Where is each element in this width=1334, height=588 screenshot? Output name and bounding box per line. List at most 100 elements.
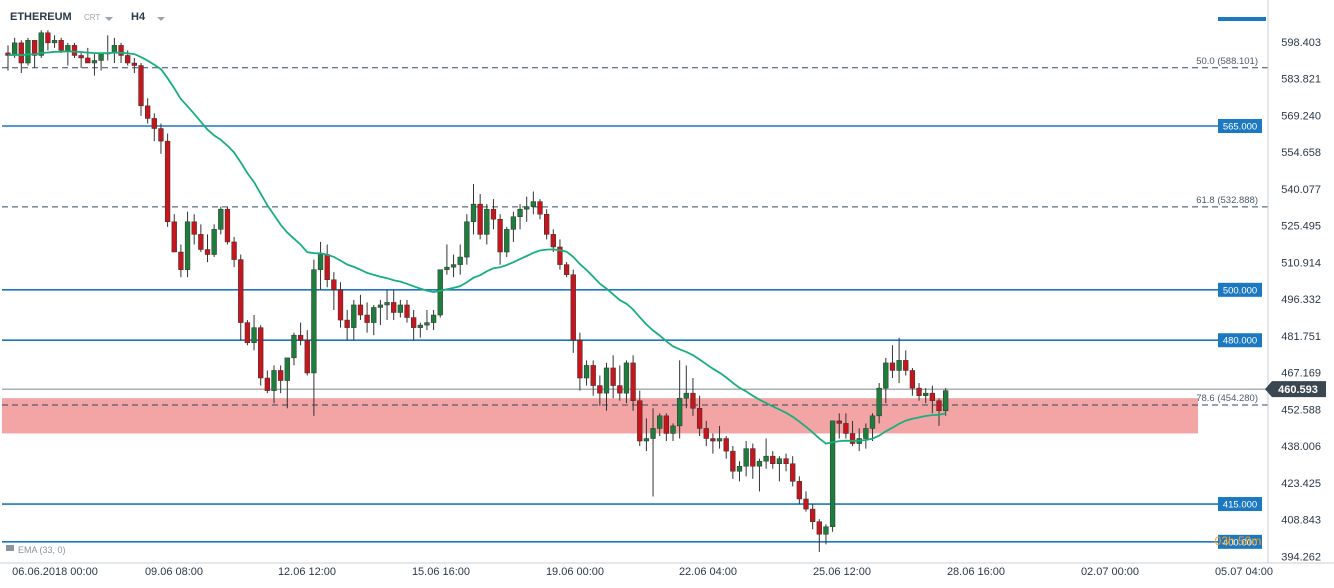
candle-body[interactable] bbox=[171, 221, 177, 253]
candle-body[interactable] bbox=[337, 289, 344, 321]
candle-body[interactable] bbox=[38, 32, 44, 56]
candle-body[interactable] bbox=[916, 387, 922, 396]
candle-body[interactable] bbox=[125, 55, 131, 64]
candle-body[interactable] bbox=[796, 481, 803, 500]
candle-body[interactable] bbox=[923, 392, 929, 396]
candle-body[interactable] bbox=[18, 42, 24, 64]
candle-body[interactable] bbox=[690, 392, 696, 409]
candle-body[interactable] bbox=[58, 40, 64, 51]
candle-body[interactable] bbox=[251, 327, 257, 343]
candle-body[interactable] bbox=[98, 52, 104, 61]
candle-body[interactable] bbox=[391, 302, 397, 313]
candle-body[interactable] bbox=[51, 40, 58, 44]
candle-body[interactable] bbox=[544, 213, 550, 235]
candle-body[interactable] bbox=[424, 322, 430, 326]
candle-body[interactable] bbox=[750, 448, 756, 467]
candle-body[interactable] bbox=[218, 208, 224, 230]
candle-body[interactable] bbox=[710, 438, 716, 442]
candle-body[interactable] bbox=[889, 362, 896, 371]
candle-body[interactable] bbox=[703, 428, 709, 439]
candle-body[interactable] bbox=[730, 450, 736, 472]
candle-body[interactable] bbox=[78, 55, 84, 59]
candle-body[interactable] bbox=[763, 455, 769, 462]
candle-body[interactable] bbox=[437, 269, 443, 316]
candle-body[interactable] bbox=[331, 279, 337, 291]
candle-body[interactable] bbox=[297, 334, 304, 341]
candle-body[interactable] bbox=[85, 57, 91, 64]
candle-body[interactable] bbox=[663, 415, 670, 434]
candle-body[interactable] bbox=[849, 433, 856, 444]
candle-body[interactable] bbox=[630, 362, 636, 401]
candle-body[interactable] bbox=[770, 455, 776, 464]
timeframe-selector[interactable]: H4 bbox=[131, 11, 146, 23]
candle-body[interactable] bbox=[530, 201, 537, 207]
candle-body[interactable] bbox=[5, 52, 11, 56]
candle-body[interactable] bbox=[603, 367, 610, 394]
candle-body[interactable] bbox=[583, 365, 590, 379]
candle-body[interactable] bbox=[696, 408, 703, 429]
candle-body[interactable] bbox=[304, 339, 310, 374]
candle-body[interactable] bbox=[623, 362, 630, 394]
candle-body[interactable] bbox=[377, 304, 384, 308]
candle-body[interactable] bbox=[816, 521, 822, 535]
candle-body[interactable] bbox=[490, 208, 497, 220]
candle-body[interactable] bbox=[324, 254, 330, 280]
candle-body[interactable] bbox=[909, 370, 916, 389]
candle-body[interactable] bbox=[597, 385, 603, 394]
candle-body[interactable] bbox=[138, 65, 144, 107]
candle-body[interactable] bbox=[497, 219, 503, 253]
candle-body[interactable] bbox=[617, 385, 623, 394]
candle-body[interactable] bbox=[537, 201, 543, 215]
candle-body[interactable] bbox=[943, 390, 949, 412]
candle-body[interactable] bbox=[610, 367, 616, 386]
candle-body[interactable] bbox=[371, 307, 377, 323]
chevron-down-icon[interactable] bbox=[157, 17, 165, 21]
menu-bar-icon[interactable] bbox=[1218, 17, 1266, 21]
candle-body[interactable] bbox=[131, 62, 137, 66]
candle-body[interactable] bbox=[31, 40, 38, 56]
candle-body[interactable] bbox=[65, 45, 71, 51]
candle-body[interactable] bbox=[284, 357, 290, 381]
candle-body[interactable] bbox=[164, 140, 171, 223]
candle-body[interactable] bbox=[743, 448, 749, 467]
candle-body[interactable] bbox=[836, 420, 842, 424]
candle-body[interactable] bbox=[204, 249, 211, 255]
candle-body[interactable] bbox=[344, 319, 350, 328]
candle-body[interactable] bbox=[231, 241, 237, 260]
candle-body[interactable] bbox=[411, 317, 417, 328]
candle-body[interactable] bbox=[211, 229, 217, 255]
candle-body[interactable] bbox=[384, 302, 390, 306]
candle-body[interactable] bbox=[563, 264, 570, 275]
candle-body[interactable] bbox=[417, 324, 423, 328]
candle-body[interactable] bbox=[570, 274, 576, 341]
candle-body[interactable] bbox=[936, 400, 942, 412]
candle-body[interactable] bbox=[464, 221, 470, 258]
candle-body[interactable] bbox=[783, 458, 789, 464]
candle-body[interactable] bbox=[677, 397, 683, 427]
candle-body[interactable] bbox=[903, 360, 909, 371]
candle-body[interactable] bbox=[244, 322, 251, 343]
candle-body[interactable] bbox=[550, 234, 556, 248]
candle-body[interactable] bbox=[158, 128, 164, 142]
candle-body[interactable] bbox=[790, 463, 796, 482]
candle-body[interactable] bbox=[317, 254, 324, 270]
candle-body[interactable] bbox=[637, 400, 643, 442]
candle-body[interactable] bbox=[118, 45, 124, 56]
candle-body[interactable] bbox=[803, 498, 809, 510]
candle-body[interactable] bbox=[450, 264, 457, 268]
candle-body[interactable] bbox=[151, 118, 157, 129]
candle-body[interactable] bbox=[883, 362, 889, 389]
candle-body[interactable] bbox=[191, 221, 197, 235]
candle-body[interactable] bbox=[657, 415, 663, 429]
candle-body[interactable] bbox=[198, 234, 204, 250]
candle-body[interactable] bbox=[504, 229, 510, 253]
candle-body[interactable] bbox=[823, 526, 829, 535]
candle-body[interactable] bbox=[291, 334, 297, 359]
chevron-down-icon[interactable] bbox=[105, 17, 113, 21]
candle-body[interactable] bbox=[590, 365, 596, 386]
candle-body[interactable] bbox=[829, 420, 836, 527]
candle-body[interactable] bbox=[145, 105, 151, 119]
candle-body[interactable] bbox=[258, 327, 264, 379]
candle-body[interactable] bbox=[843, 423, 849, 434]
candle-body[interactable] bbox=[557, 246, 563, 265]
